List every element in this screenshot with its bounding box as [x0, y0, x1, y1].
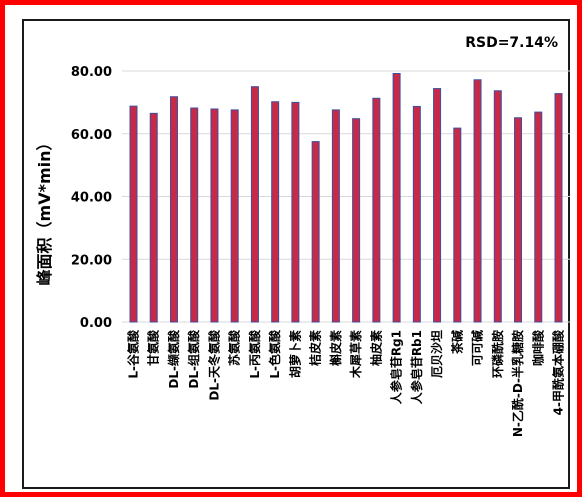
bar-18 [493, 90, 502, 323]
bar-13 [392, 73, 401, 323]
bar-17 [473, 79, 482, 323]
x-category-label: DL-组氨酸 [186, 329, 201, 389]
bar-0 [129, 105, 138, 323]
y-axis-ticks: 0.00 20.00 40.00 60.00 80.00 [71, 65, 112, 331]
bar-16 [453, 127, 462, 323]
bar-12 [372, 97, 381, 323]
x-category-label: 厄贝沙坦 [430, 330, 444, 378]
x-category-label: L-丙氨酸 [247, 329, 262, 379]
bar-21 [554, 93, 563, 323]
x-category-label: 人参皂苷Rb1 [409, 330, 424, 404]
bar-6 [250, 86, 259, 323]
y-tick-label: 40.00 [71, 191, 112, 206]
bar-19 [514, 117, 523, 323]
bar-20 [534, 111, 543, 323]
x-category-label: 咖啡酸 [530, 329, 545, 366]
y-tick-label: 80.00 [71, 65, 112, 80]
x-category-label: 茶碱 [449, 330, 464, 355]
x-category-label: 柚皮素 [368, 330, 383, 366]
bar-10 [331, 109, 340, 323]
x-category-label: 4-甲酰氨本硼酸 [551, 329, 566, 415]
x-category-label: 木犀草素 [348, 330, 363, 379]
bar-4 [210, 108, 219, 323]
x-category-label: 环磷酰胺 [490, 330, 505, 378]
bar-5 [230, 109, 239, 323]
x-category-label: 人参皂苷Rg1 [389, 330, 404, 404]
rsd-annotation: RSD=7.14% [465, 35, 558, 51]
bar-3 [190, 107, 199, 323]
x-category-label: 可可碱 [470, 330, 485, 366]
bars [129, 73, 563, 323]
y-tick-label: 20.00 [71, 253, 112, 268]
x-category-label: DL-天冬氨酸 [206, 329, 221, 401]
x-category-label: L-谷氨酸 [126, 329, 141, 379]
gridlines [122, 70, 570, 323]
bar-2 [169, 96, 178, 323]
x-category-label: 甘氨酸 [146, 329, 161, 366]
x-category-label: 胡萝卜素 [287, 330, 302, 378]
y-tick-label: 60.00 [71, 128, 112, 143]
x-category-label: 槲皮素 [328, 330, 343, 366]
bar-1 [149, 112, 158, 323]
bar-9 [311, 141, 320, 323]
y-tick-label: 0.00 [80, 316, 112, 331]
x-axis-categories: L-谷氨酸 甘氨酸 DL-缬氨酸 DL-组氨酸 DL-天冬氨酸 苏氨酸 L-丙氨酸 L-色氨酸… [126, 329, 566, 437]
bar-8 [291, 101, 300, 323]
x-category-label: DL-缬氨酸 [166, 329, 181, 389]
bar-7 [271, 101, 280, 323]
x-category-label: 苏氨酸 [227, 329, 242, 366]
x-category-label: L-色氨酸 [267, 329, 282, 379]
x-category-label: N-乙酰-D-半乳糖胺 [510, 330, 525, 437]
x-category-label: 桔皮素 [308, 330, 323, 366]
bar-14 [412, 105, 421, 323]
bar-11 [352, 118, 361, 323]
y-axis-title: 峰面积（mV*min） [35, 135, 54, 286]
bar-15 [433, 88, 442, 323]
